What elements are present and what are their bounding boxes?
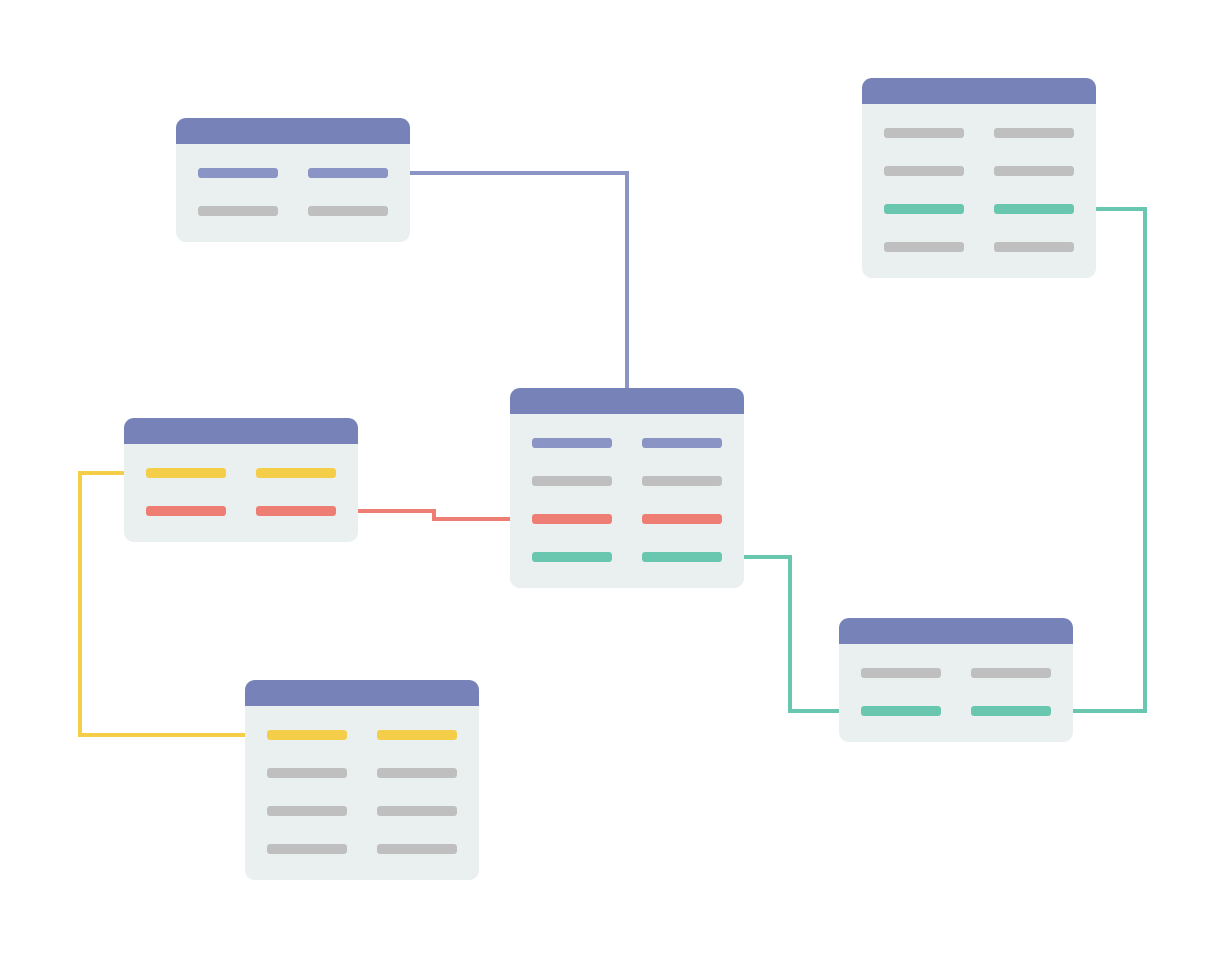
table-cell	[994, 242, 1074, 252]
table-row	[532, 438, 722, 448]
table-cell	[267, 806, 347, 816]
table-cell	[377, 806, 457, 816]
table-node-n3	[245, 680, 479, 880]
table-cell	[532, 552, 612, 562]
table-row	[267, 806, 457, 816]
table-cell	[267, 768, 347, 778]
table-header	[510, 388, 744, 414]
table-row	[267, 844, 457, 854]
table-row	[198, 168, 388, 178]
table-node-n5	[862, 78, 1096, 278]
table-row	[532, 476, 722, 486]
table-row	[146, 468, 336, 478]
table-row	[198, 206, 388, 216]
table-cell	[256, 506, 336, 516]
table-row	[884, 166, 1074, 176]
table-cell	[642, 438, 722, 448]
table-cell	[308, 168, 388, 178]
table-cell	[146, 468, 226, 478]
table-body	[839, 644, 1073, 734]
table-cell	[532, 514, 612, 524]
edge-e5	[1073, 209, 1145, 711]
table-cell	[198, 206, 278, 216]
table-cell	[146, 506, 226, 516]
table-body	[862, 104, 1096, 270]
table-row	[861, 668, 1051, 678]
table-row	[532, 514, 722, 524]
table-body	[176, 144, 410, 234]
table-node-n2	[124, 418, 358, 542]
table-row	[146, 506, 336, 516]
edge-e2	[358, 511, 510, 519]
table-row	[267, 730, 457, 740]
table-cell	[994, 128, 1074, 138]
table-row	[884, 242, 1074, 252]
table-cell	[861, 668, 941, 678]
table-row	[267, 768, 457, 778]
table-cell	[532, 476, 612, 486]
table-header	[862, 78, 1096, 104]
table-cell	[884, 166, 964, 176]
table-cell	[642, 476, 722, 486]
table-cell	[884, 204, 964, 214]
table-cell	[884, 242, 964, 252]
table-cell	[642, 514, 722, 524]
table-row	[884, 204, 1074, 214]
table-header	[245, 680, 479, 706]
table-header	[839, 618, 1073, 644]
table-cell	[532, 438, 612, 448]
table-cell	[377, 730, 457, 740]
table-cell	[971, 706, 1051, 716]
table-body	[124, 444, 358, 534]
table-cell	[994, 204, 1074, 214]
table-cell	[971, 668, 1051, 678]
table-body	[510, 414, 744, 580]
table-row	[884, 128, 1074, 138]
edge-e4	[744, 557, 839, 711]
table-cell	[377, 768, 457, 778]
table-header	[176, 118, 410, 144]
table-cell	[884, 128, 964, 138]
table-node-n6	[839, 618, 1073, 742]
table-row	[532, 552, 722, 562]
table-cell	[377, 844, 457, 854]
table-node-n4	[510, 388, 744, 588]
table-cell	[267, 730, 347, 740]
table-cell	[861, 706, 941, 716]
table-cell	[994, 166, 1074, 176]
table-cell	[256, 468, 336, 478]
edge-e1	[410, 173, 627, 388]
table-cell	[642, 552, 722, 562]
table-header	[124, 418, 358, 444]
table-node-n1	[176, 118, 410, 242]
table-body	[245, 706, 479, 872]
table-cell	[267, 844, 347, 854]
table-row	[861, 706, 1051, 716]
table-cell	[198, 168, 278, 178]
table-cell	[308, 206, 388, 216]
